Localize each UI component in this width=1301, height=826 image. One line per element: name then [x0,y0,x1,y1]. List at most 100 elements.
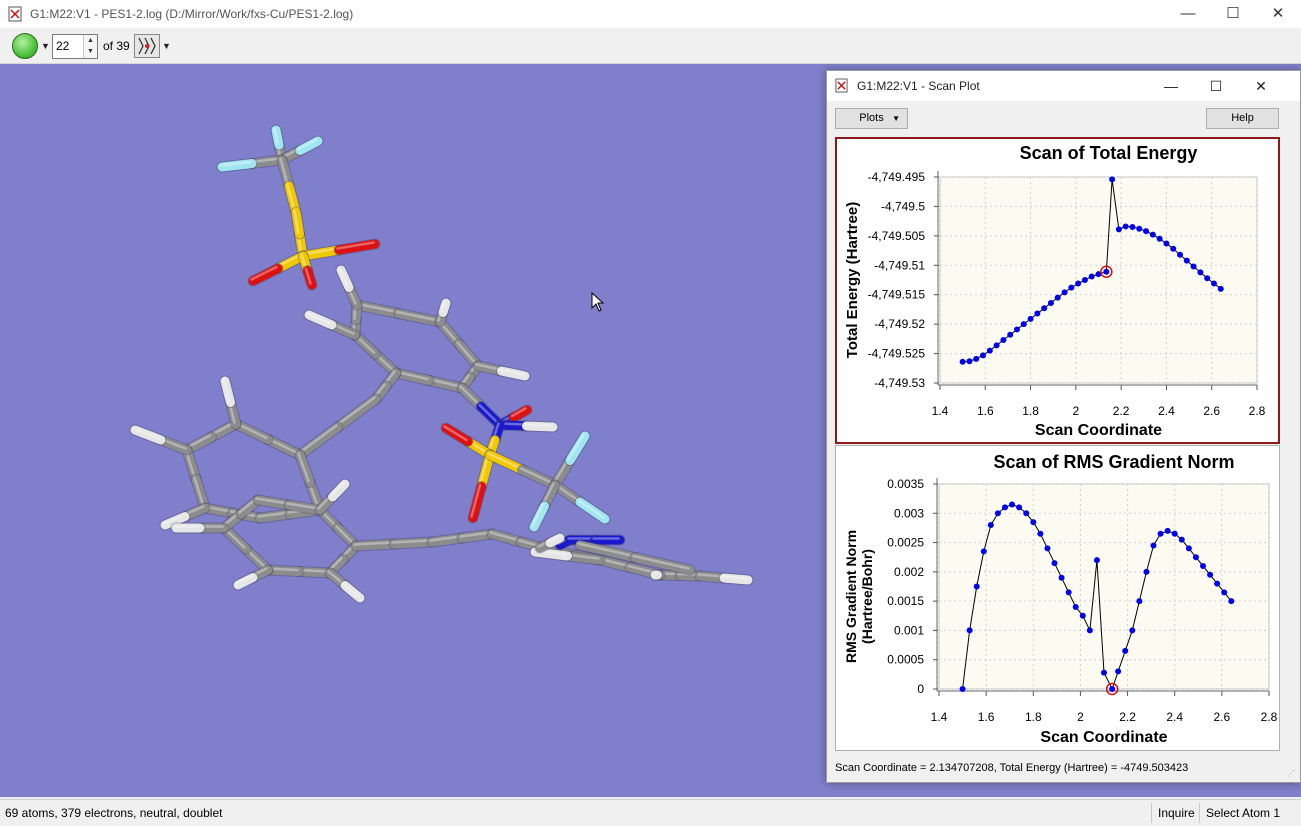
data-point[interactable] [1115,226,1122,233]
data-point[interactable] [973,355,980,362]
data-point[interactable] [1075,280,1082,287]
data-point[interactable] [1210,280,1217,287]
bond-stick[interactable] [457,529,497,543]
data-point[interactable] [1192,554,1199,561]
data-point[interactable] [1177,251,1184,258]
data-point[interactable] [1034,310,1041,317]
vibration-display-button[interactable] [134,34,160,58]
energy-plot-panel[interactable]: 1.4 1.6 1.8 2 2.2 2.4 2.6 2.8 -4,749.495 -4,749.5… [835,137,1280,444]
data-point[interactable] [1058,574,1065,581]
bond-stick[interactable] [468,482,486,523]
bond-stick[interactable] [200,503,237,518]
data-point[interactable] [1030,519,1037,526]
resize-grip-icon[interactable]: ⋰ [1287,769,1295,778]
bond-stick[interactable] [394,309,445,327]
bond-stick[interactable] [454,339,483,371]
spin-up-icon[interactable]: ▲ [87,37,94,44]
data-point[interactable] [1178,536,1185,543]
data-point[interactable] [993,342,1000,349]
bond-stick[interactable] [303,266,317,290]
data-point[interactable] [973,583,980,590]
data-point[interactable] [1122,223,1129,230]
bond-stick[interactable] [295,422,343,460]
scan-window-title-bar[interactable]: G1:M22:V1 - Scan Plot — ☐ ✕ [827,71,1300,101]
bond-stick[interactable] [182,432,216,455]
bond-stick[interactable] [333,394,381,432]
bond-stick[interactable] [231,419,273,444]
bond-stick[interactable] [263,435,305,460]
data-point[interactable] [1016,504,1023,511]
help-button[interactable]: Help [1206,108,1279,129]
bond-stick[interactable] [182,445,201,484]
data-point[interactable] [1023,510,1030,517]
data-point[interactable] [1081,277,1088,283]
bond-stick[interactable] [371,349,401,378]
data-point[interactable] [1095,271,1102,278]
bond-stick[interactable] [304,310,337,330]
bond-stick[interactable] [295,450,315,487]
vibration-dropdown-arrow-icon[interactable]: ▼ [162,41,171,51]
data-point[interactable] [1047,299,1054,306]
data-point[interactable] [959,686,966,692]
data-point[interactable] [1093,557,1100,564]
data-point[interactable] [986,347,993,354]
scan-close-button[interactable]: ✕ [1255,78,1267,94]
bond-stick[interactable] [424,376,467,393]
frame-input[interactable] [56,37,82,54]
bond-stick[interactable] [595,555,635,572]
data-point[interactable] [1150,542,1157,549]
data-point[interactable] [1136,225,1143,232]
bond-stick[interactable] [630,553,695,575]
scan-minimize-button[interactable]: — [1164,78,1178,94]
scan-maximize-button[interactable]: ☐ [1209,78,1223,94]
data-point[interactable] [966,358,973,365]
bond-stick[interactable] [219,523,251,554]
bond-stick[interactable] [295,136,323,155]
bond-stick[interactable] [389,537,437,549]
data-point[interactable] [1200,563,1206,569]
bond-stick[interactable] [241,544,273,575]
bond-stick[interactable] [565,431,590,465]
data-point[interactable] [1086,627,1093,634]
data-point[interactable] [1020,321,1027,328]
bond-stick[interactable] [427,533,467,547]
bond-stick[interactable] [441,423,473,446]
data-point[interactable] [1143,568,1150,575]
minimize-button[interactable]: — [1180,5,1196,22]
bond-stick[interactable] [518,465,560,490]
bond-stick[interactable] [438,298,451,317]
play-dropdown-arrow-icon[interactable]: ▼ [41,41,50,51]
molecule-render[interactable] [0,64,1301,797]
bond-stick[interactable] [284,500,325,515]
data-point[interactable] [1149,231,1156,238]
data-point[interactable] [1129,224,1136,231]
bond-stick[interactable] [509,405,532,422]
bond-stick[interactable] [530,547,572,561]
data-point[interactable] [1163,240,1170,247]
data-point[interactable] [1214,580,1221,587]
data-point[interactable] [1109,686,1116,692]
data-point[interactable] [1065,589,1072,596]
bond-stick[interactable] [575,497,610,524]
bond-stick[interactable] [263,565,304,576]
data-point[interactable] [966,627,973,634]
bond-stick[interactable] [220,376,235,407]
data-point[interactable] [1122,647,1129,654]
data-point[interactable] [1129,627,1136,634]
bond-stick[interactable] [351,539,399,551]
energy-plot[interactable]: 1.4 1.6 1.8 2 2.2 2.4 2.6 2.8 -4,749.495 -4,749.5… [837,139,1278,442]
bond-stick[interactable] [156,435,192,455]
bond-stick[interactable] [294,567,335,578]
data-point[interactable] [1002,504,1008,511]
bond-stick[interactable] [529,501,549,532]
data-point[interactable] [1009,501,1016,508]
data-point[interactable] [1164,527,1171,534]
data-point[interactable] [1221,589,1228,596]
data-point[interactable] [1190,263,1197,270]
data-point[interactable] [1183,257,1190,264]
bond-stick[interactable] [336,265,354,292]
bond-stick[interactable] [130,425,166,445]
play-animation-button[interactable] [12,33,38,59]
data-point[interactable] [1204,275,1211,282]
data-point[interactable] [959,358,966,365]
